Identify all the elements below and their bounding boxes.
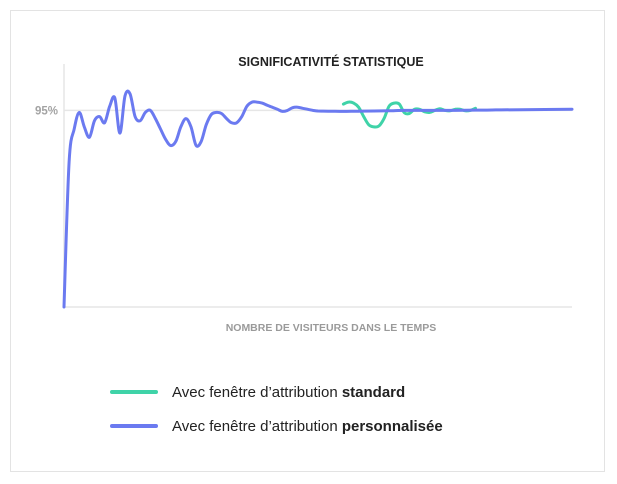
series-line-standard [341, 100, 477, 129]
y-tick-label-95: 95% [35, 105, 58, 117]
legend-label-personnalisee: Avec fenêtre d’attribution personnalisée [172, 417, 443, 435]
legend-label-standard: Avec fenêtre d’attribution standard [172, 383, 406, 401]
chart-card [10, 10, 605, 472]
chart-title: SIGNIFICATIVITÉ STATISTIQUE [238, 54, 423, 69]
legend-swatch-standard [110, 390, 158, 394]
x-axis-label: NOMBRE DE VISITEURS DANS LE TEMPS [226, 322, 437, 334]
legend-item-standard: Avec fenêtre d’attribution standard [110, 383, 443, 401]
series-line-personnalisee [62, 89, 574, 309]
legend: Avec fenêtre d’attribution standard Avec… [110, 383, 443, 451]
legend-swatch-personnalisee [110, 424, 158, 428]
legend-item-personnalisee: Avec fenêtre d’attribution personnalisée [110, 417, 443, 435]
